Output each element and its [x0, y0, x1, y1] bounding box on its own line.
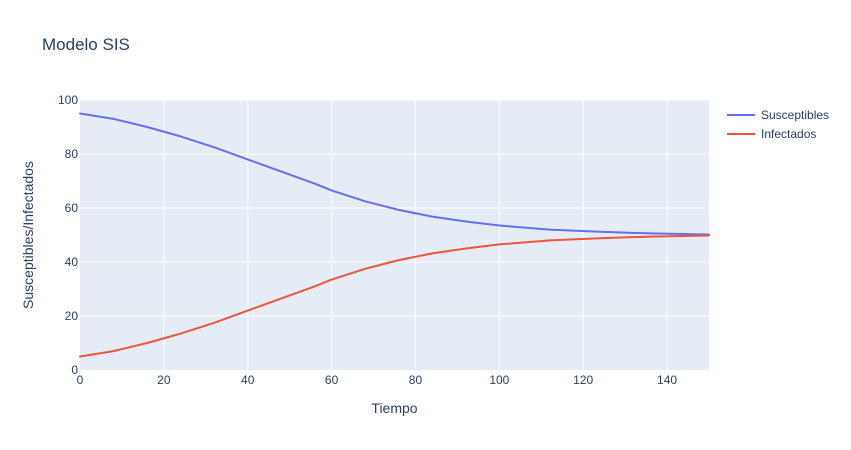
chart-title: Modelo SIS	[42, 35, 130, 54]
x-tick-label: 80	[409, 373, 423, 387]
y-tick-label: 0	[71, 363, 78, 377]
y-tick-label: 100	[58, 93, 78, 107]
legend-label: Susceptibles	[761, 108, 829, 122]
x-tick-label: 60	[325, 373, 339, 387]
x-axis-label: Tiempo	[371, 400, 417, 416]
legend[interactable]: Susceptibles Infectados	[727, 108, 829, 141]
x-tick-label: 100	[489, 373, 509, 387]
legend-item-susceptibles[interactable]: Susceptibles	[727, 108, 829, 122]
y-tick-label: 20	[65, 309, 79, 323]
x-tick-label: 120	[573, 373, 593, 387]
x-tick-label: 40	[241, 373, 255, 387]
x-tick-label: 0	[77, 373, 84, 387]
tick-labels: 0 20 40 60 80 100 120 140 0 20 40 60 80 100	[58, 93, 677, 387]
x-tick-label: 20	[157, 373, 171, 387]
series-line-susceptibles	[79, 112, 710, 236]
y-tick-label: 80	[65, 147, 79, 161]
legend-label: Infectados	[761, 127, 816, 141]
plot-area	[80, 100, 709, 370]
series-lines	[79, 112, 710, 358]
y-tick-label: 40	[65, 255, 79, 269]
series-line-infectados	[79, 234, 710, 358]
y-tick-label: 60	[65, 201, 79, 215]
x-tick-label: 140	[657, 373, 677, 387]
y-axis-label: Susceptibles/Infectados	[20, 161, 36, 309]
legend-item-infectados[interactable]: Infectados	[727, 127, 816, 141]
